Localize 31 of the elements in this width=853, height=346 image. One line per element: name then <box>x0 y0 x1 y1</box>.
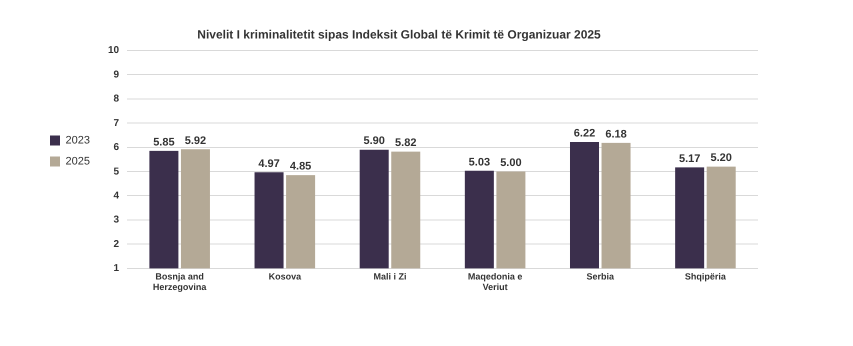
y-tick-label: 7 <box>114 118 120 129</box>
y-tick-label: 4 <box>114 190 120 202</box>
y-tick-label: 5 <box>114 166 120 178</box>
data-label: 5.92 <box>184 134 206 147</box>
x-tick-label: Kosova <box>268 271 302 282</box>
legend-label: 2023 <box>66 134 90 147</box>
data-label: 5.03 <box>468 156 490 168</box>
data-label: 6.22 <box>574 127 596 140</box>
y-tick-label: 8 <box>114 94 120 105</box>
y-tick-label: 1 <box>114 263 120 274</box>
y-tick-label: 3 <box>114 214 120 226</box>
y-tick-label: 10 <box>108 45 120 56</box>
x-tick-label: Serbia <box>586 271 616 282</box>
x-tick-label: Bosnja and Herzegovina <box>152 271 208 292</box>
x-tick-label: Shqipëria <box>684 271 727 282</box>
y-tick-label: 9 <box>114 69 120 80</box>
y-tick-label: 6 <box>114 142 120 154</box>
data-label: 6.18 <box>605 128 627 140</box>
chart-title: Nivelit I kriminalitetit sipas Indeksit Global të Krimit të Organizuar 2025 <box>197 28 602 42</box>
data-label: 5.00 <box>500 157 522 170</box>
x-tick-label: Mali i Zi <box>373 271 406 282</box>
data-label: 5.90 <box>363 135 385 148</box>
data-label: 5.20 <box>710 152 732 164</box>
data-label: 5.85 <box>153 136 175 148</box>
x-tick-label: Maqedonia e Veriut <box>468 271 522 292</box>
data-label: 5.17 <box>678 152 700 165</box>
data-label: 4.97 <box>258 158 280 170</box>
y-tick-label: 2 <box>114 238 120 250</box>
data-label: 5.82 <box>395 137 416 150</box>
data-label: 4.85 <box>290 160 312 173</box>
legend-label: 2025 <box>66 156 90 168</box>
